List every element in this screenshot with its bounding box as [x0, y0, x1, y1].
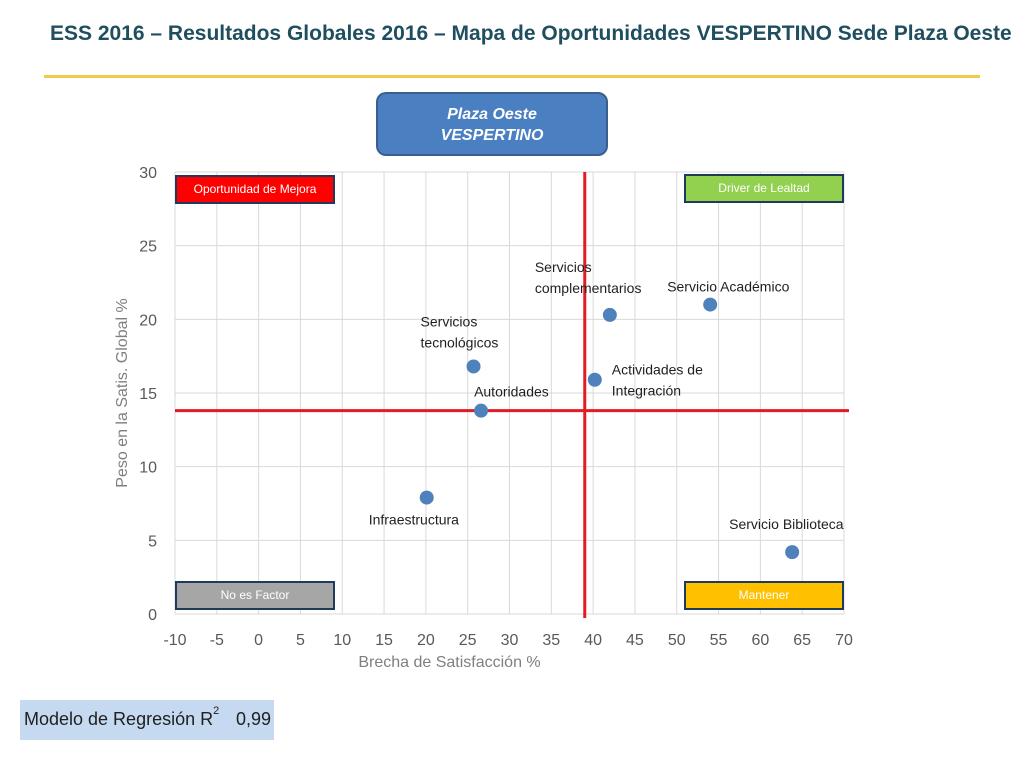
- scatter-chart: -10 -5 0 5 10 15 20 25 30 35 40 45 50 55 60 65 70 0 5 10 15 2…: [114, 165, 853, 671]
- quadrant-label-mantener: Mantener: [684, 581, 844, 610]
- data-point: [466, 359, 481, 374]
- x-tick-label: 60: [751, 632, 769, 649]
- data-label: Autoridades: [474, 384, 549, 400]
- data-label: Servicios complementarios: [535, 259, 642, 296]
- y-tick-label: 5: [148, 533, 157, 550]
- data-point: [587, 372, 602, 387]
- slide-title: ESS 2016 – Resultados Globales 2016 – Ma…: [50, 22, 1012, 45]
- x-axis-label: Brecha de Satisfacción %: [358, 654, 540, 671]
- x-tick-label: 35: [542, 632, 560, 649]
- x-tick-label: 0: [254, 632, 263, 649]
- site-badge-line1: Plaza Oeste: [447, 106, 537, 123]
- y-tick-label: 20: [139, 312, 157, 329]
- data-point: [785, 545, 800, 560]
- y-tick-label: 15: [139, 386, 157, 403]
- x-tick-label: 50: [668, 632, 686, 649]
- site-badge: Plaza Oeste VESPERTINO: [376, 92, 608, 156]
- data-label: Servicio Biblioteca: [729, 516, 844, 532]
- title-divider: [44, 75, 980, 78]
- x-tick-label: 70: [835, 632, 853, 649]
- x-tick-label: -5: [210, 632, 224, 649]
- data-label: Servicio Académico: [667, 279, 789, 295]
- data-label: Actividades de Integración: [612, 362, 703, 399]
- data-point: [474, 403, 489, 418]
- site-badge-line2: VESPERTINO: [440, 127, 544, 144]
- model-value: 0,99: [236, 709, 272, 729]
- quadrant-label-driver: Driver de Lealtad: [684, 174, 844, 203]
- x-tick-label: 30: [501, 632, 519, 649]
- x-tick-label: 65: [793, 632, 811, 649]
- x-tick-label: 10: [333, 632, 351, 649]
- data-point: [419, 490, 434, 505]
- data-point: [703, 297, 718, 312]
- x-tick-label: 45: [626, 632, 644, 649]
- x-tick-label: 20: [417, 632, 435, 649]
- y-axis-label: Peso en la Satis. Global %: [114, 298, 131, 487]
- regression-model-box: Modelo de Regresión R2 0,99: [20, 700, 274, 740]
- x-tick-label: 25: [459, 632, 477, 649]
- x-tick-label: 15: [375, 632, 393, 649]
- y-tick-label: 10: [139, 460, 157, 477]
- x-tick-label: 40: [584, 632, 602, 649]
- quadrant-label-no-factor: No es Factor: [175, 581, 335, 610]
- x-tick-label: -10: [163, 632, 186, 649]
- model-label: Modelo de Regresión R: [24, 709, 214, 729]
- data-point: [602, 307, 617, 322]
- quadrant-label-oportunidad: Oportunidad de Mejora: [175, 175, 335, 204]
- x-tick-label: 5: [296, 632, 305, 649]
- data-label: Infraestructura: [369, 512, 459, 528]
- y-tick-label: 30: [139, 165, 157, 182]
- data-label: Servicios tecnológicos: [421, 313, 499, 350]
- model-superscript: 2: [213, 705, 220, 717]
- y-tick-label: 0: [148, 607, 157, 624]
- y-tick-label: 25: [139, 239, 157, 256]
- x-tick-label: 55: [710, 632, 728, 649]
